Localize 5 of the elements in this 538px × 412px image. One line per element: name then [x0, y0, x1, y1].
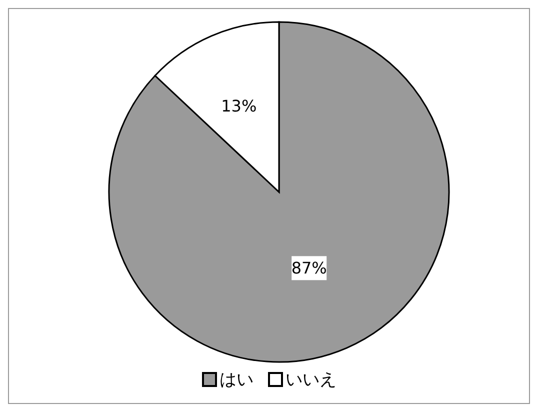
data-label: 87% — [291, 258, 327, 278]
legend-label: はい — [220, 369, 254, 391]
data-label: 13% — [221, 96, 257, 116]
pie-slice — [108, 21, 450, 363]
legend-label: いいえ — [286, 369, 336, 391]
